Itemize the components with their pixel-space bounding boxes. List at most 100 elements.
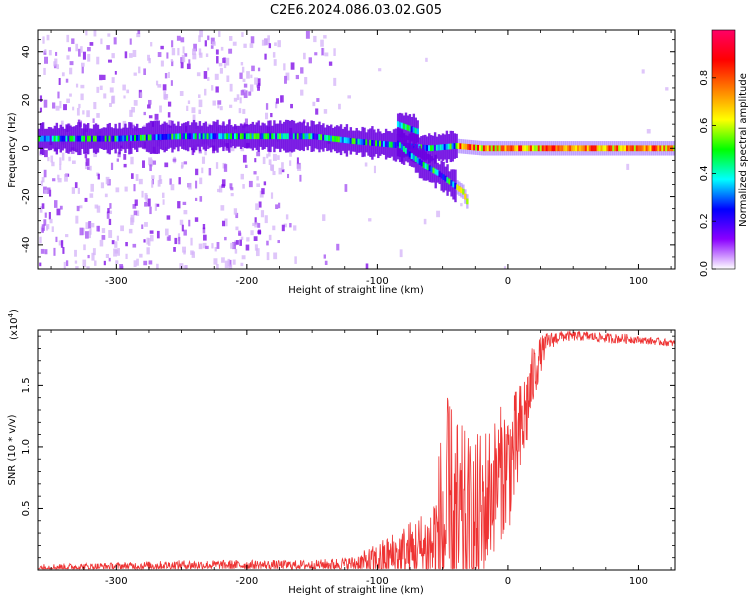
trace-core-cell [190,133,194,140]
trace-core-cell [412,143,415,150]
trace-core-cell [635,145,639,152]
spectrogram-noise-cell [202,242,207,249]
trace-core-cell [181,133,184,140]
trace-core-cell [659,145,662,152]
spectrogram-noise-cell [198,99,203,108]
spectrogram-noise-cell [66,55,70,60]
colorbar-tick-label: 0.4 [699,165,710,181]
trace-core-cell [147,134,151,141]
spectrogram-noise-cell [261,188,265,195]
spectrogram-noise-cell [124,186,128,192]
spectrogram-noise-cell [88,230,91,239]
spectrogram-noise-cell [269,164,274,171]
spectrogram-noise-cell [294,256,297,264]
trace-core-cell [83,135,86,142]
trace-core-cell [379,140,382,147]
spectrogram-noise-cell [323,35,327,39]
spectrogram-noise-cell [108,59,112,63]
trace-core-cell [629,145,633,152]
spectrogram-noise-cell [78,103,81,109]
trace-core-cell [446,177,449,183]
spectrogram-noise-cell [220,205,225,211]
spectrogram-noise-cell [425,57,428,62]
spectrogram-noise-cell [123,95,126,99]
spectrogram-noise-cell [132,204,137,209]
trace-core-cell [284,133,288,140]
spectrogram-noise-cell [43,219,47,226]
snr-frame [37,329,676,571]
trace-core-cell [465,143,468,150]
trace-core-cell [408,125,412,132]
spectrogram-noise-cell [227,258,230,267]
spectrogram-noise-cell [110,162,114,170]
trace-core-cell [578,145,582,152]
trace-core-cell [533,145,537,152]
spectrogram-noise-cell [217,105,220,109]
spectrogram-noise-cell [243,43,247,48]
spectrogram-noise-cell [236,94,240,101]
spectrogram-noise-cell [80,93,84,101]
spectrogram-noise-cell [162,192,165,198]
spectrogram-noise-cell [238,108,242,114]
spectrogram-noise-cell [278,202,281,209]
spectrogram-noise-cell [232,241,236,250]
spectrogram-noise-cell [324,260,328,266]
trace-core-cell [422,144,425,151]
spectrogram-noise-cell [274,42,277,46]
spectrogram-noise-cell [239,72,243,79]
trace-core-cell [265,133,268,140]
spectrogram-noise-cell [122,84,126,91]
trace-core-cell [300,133,304,140]
trace-core-cell [467,144,470,150]
spectrogram-noise-cell [240,90,245,96]
trace-core-cell [500,145,503,152]
trace-core-cell [428,165,431,172]
spectrogram-noise-cell [103,260,106,266]
trace-core-cell [149,134,153,141]
spectrogram-noise-cell [101,228,106,234]
spectrogram-noise-cell [144,222,148,227]
spectrogram-noise-cell [89,165,92,171]
trace-core-cell [520,145,523,152]
spectrogram-noise-cell [295,74,300,80]
spectrogram-noise-cell [130,214,135,223]
spectrogram-noise-cell [266,153,269,159]
trace-core-cell [335,136,339,143]
trace-core-cell [171,133,174,140]
trace-core-cell [496,145,500,152]
spectrogram-noise-cell [626,163,630,170]
trace-core-cell [130,135,133,142]
trace-core-cell [106,135,109,142]
trace-core-cell [386,141,390,148]
spectrogram-noise-cell [94,204,99,209]
spectrogram-noise-cell [178,177,181,185]
trace-core-cell [406,124,410,131]
spectrogram-noise-cell [124,51,128,59]
trace-core-cell [41,135,45,142]
spectrogram-noise-cell [65,78,69,83]
spectrogram-noise-cell [254,244,258,251]
trace-core-cell [73,135,76,142]
trace-core-cell [61,135,64,142]
trace-core-cell [508,145,511,152]
trace-core-cell [267,133,270,140]
spectrogram-noise-cell [115,187,120,193]
spectrogram-noise-cell [303,119,306,124]
spectrogram-noise-cell [176,35,181,41]
trace-core-cell [479,145,482,151]
trace-core-cell [100,135,104,142]
trace-core-cell [569,145,572,152]
spectrogram-noise-cell [132,49,137,58]
spectrogram-noise-cell [277,40,281,48]
spectrogram-noise-cell [313,35,317,43]
spectrogram-noise-cell [266,252,270,261]
trace-core-cell [567,145,570,152]
spectrogram-noise-cell [160,60,164,67]
spectrogram-noise-cell [211,85,214,91]
spectrogram-noise-cell [133,210,138,216]
spectrogram-noise-cell [198,243,203,250]
spectrogram-noise-cell [100,182,105,189]
spectrogram-noise-cell [132,124,135,129]
colorbar-tick-label: 0.0 [699,261,710,277]
spectrogram-noise-cell [641,69,645,74]
